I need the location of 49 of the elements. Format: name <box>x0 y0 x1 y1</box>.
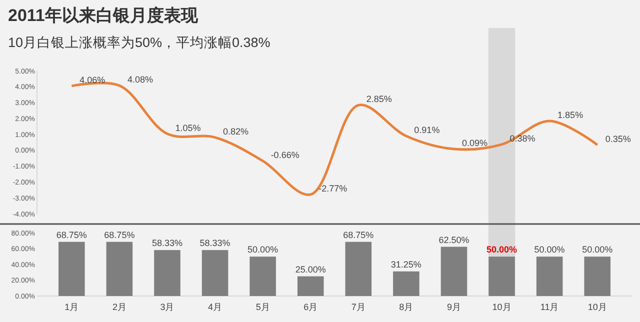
text: 1.05% <box>175 122 201 133</box>
text: 50.00% <box>486 244 518 255</box>
text: 58.33% <box>152 238 182 248</box>
text: 1.85% <box>558 110 584 120</box>
bar <box>345 242 372 296</box>
text: 68.75% <box>343 230 374 240</box>
x-tick-label: 2月 <box>112 302 126 312</box>
bar <box>58 242 85 296</box>
bar <box>393 271 420 296</box>
bar <box>106 242 133 296</box>
chart-subtitle: 10月白银上涨概率为50%，平均涨幅0.38% <box>8 35 270 50</box>
x-tick-label: 3月 <box>160 302 174 312</box>
bar <box>584 256 610 296</box>
text: -2.77% <box>318 183 348 194</box>
x-tick-label: 5月 <box>256 302 270 312</box>
x-tick-label: 9月 <box>446 302 461 312</box>
text: 2.85% <box>366 94 392 104</box>
x-tick-label: 4月 <box>208 302 222 312</box>
text: 68.75% <box>104 230 135 240</box>
text: 25.00% <box>295 264 326 274</box>
bar <box>536 256 563 296</box>
text: 62.50% <box>438 234 470 245</box>
bar <box>154 250 180 296</box>
bar <box>202 250 228 296</box>
text: 0.82% <box>223 126 249 136</box>
text: 4.06% <box>80 74 106 85</box>
chart-title: 2011年以来白银月度表现 <box>8 6 199 25</box>
x-tick-label: 1月 <box>64 302 79 312</box>
text: 50.00% <box>582 244 613 255</box>
x-tick-label: 11月 <box>540 302 559 312</box>
x-tick-label: 7月 <box>351 302 366 312</box>
text: 58.33% <box>200 238 230 248</box>
text: 50.00% <box>248 244 278 255</box>
text: 0.09% <box>462 138 488 148</box>
text: 0.35% <box>605 134 631 144</box>
text: 4.08% <box>127 74 153 85</box>
x-tick-label: 10月 <box>588 302 607 312</box>
text: 50.00% <box>534 244 565 255</box>
text: 31.25% <box>390 259 422 270</box>
bar <box>297 276 324 296</box>
text: -0.66% <box>270 150 300 160</box>
text: 0.91% <box>414 124 440 135</box>
x-tick-label: 6月 <box>304 302 318 312</box>
bar <box>250 256 276 296</box>
text: 68.75% <box>56 230 87 240</box>
bar <box>488 256 515 296</box>
x-tick-label: 8月 <box>399 302 414 312</box>
x-tick-label: 10月 <box>492 302 512 312</box>
bar <box>440 246 468 296</box>
